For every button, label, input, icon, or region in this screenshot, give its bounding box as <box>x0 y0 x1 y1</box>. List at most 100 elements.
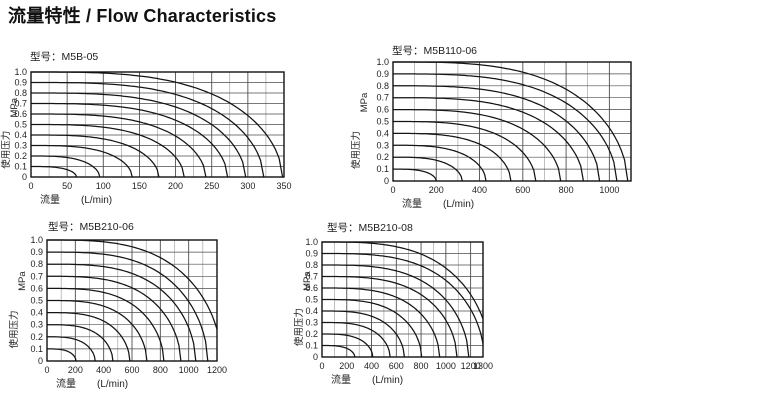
y-tick-label: 0.7 <box>30 271 43 281</box>
flow-curve-0.2-mpa <box>321 333 374 358</box>
x-tick-label: 0 <box>390 185 395 195</box>
y-axis-title: 使用压力 <box>350 131 362 169</box>
y-tick-label: 0 <box>38 356 43 366</box>
y-tick-label: 0.5 <box>376 117 389 127</box>
y-axis-unit-label: MPa <box>17 271 28 291</box>
y-tick-label: 1.0 <box>30 235 43 245</box>
flow-curve-0.1-mpa <box>392 168 437 182</box>
y-tick-label: 0.9 <box>305 249 318 259</box>
flow-curve-0.2-mpa <box>30 155 101 178</box>
y-tick-label: 0.2 <box>376 152 389 162</box>
flow-curve-0.9-mpa <box>46 251 209 362</box>
flow-curve-0.1-mpa <box>46 348 77 362</box>
x-tick-label: 800 <box>559 185 574 195</box>
x-axis-unit-label: (L/min) <box>97 379 128 390</box>
flow-curve-0.5-mpa <box>46 299 148 362</box>
x-tick-label: 200 <box>429 185 444 195</box>
x-tick-label: 100 <box>96 181 111 191</box>
y-tick-label: 0.5 <box>14 120 27 130</box>
x-tick-label: 800 <box>414 361 429 371</box>
y-axis-title: 使用压力 <box>8 311 20 349</box>
x-tick-label: 1000 <box>436 361 456 371</box>
y-tick-label: 0 <box>384 176 389 186</box>
y-axis-title: 使用压力 <box>293 308 305 346</box>
y-tick-label: 0.8 <box>305 260 318 270</box>
y-tick-label: 0.3 <box>14 141 27 151</box>
x-axis-unit-label: (L/min) <box>81 195 112 206</box>
x-tick-label: 1200 <box>207 365 227 375</box>
x-tick-label: 400 <box>364 361 379 371</box>
y-tick-label: 0.2 <box>305 329 318 339</box>
x-tick-label: 200 <box>68 365 83 375</box>
y-tick-label: 0.8 <box>14 88 27 98</box>
flow-curve-0.4-mpa <box>321 310 406 358</box>
x-tick-label: 0 <box>319 361 324 371</box>
x-tick-label: 200 <box>339 361 354 371</box>
flow-curve-0.9-mpa <box>321 252 484 345</box>
y-tick-label: 0.5 <box>305 295 318 305</box>
flow-curve-0.4-mpa <box>30 134 160 178</box>
flow-curve-0.5-mpa <box>30 123 185 178</box>
flow-curve-0.6-mpa <box>321 287 441 358</box>
x-tick-label: 50 <box>62 181 72 191</box>
x-tick-label: 1200 <box>461 361 481 371</box>
x-tick-label: 600 <box>515 185 530 195</box>
y-tick-label: 0.8 <box>30 259 43 269</box>
flow-curve-0.2-mpa <box>392 156 463 182</box>
flow-curve-0.6-mpa <box>46 287 165 362</box>
flow-curve-0.3-mpa <box>392 144 487 182</box>
x-tick-label: 150 <box>132 181 147 191</box>
model-label-m5b-05: 型号：M5B-05 <box>30 51 99 63</box>
flow-curve-0.8-mpa <box>30 92 247 178</box>
flow-curve-1.0-mpa <box>392 61 629 182</box>
x-tick-label: 1000 <box>599 185 619 195</box>
flow-chart-m5b210-08: 1.0 0.90.8 0.70.6 0.50.4 0.30.2 0.100 200 400 60… <box>293 237 493 386</box>
flow-curve-0.7-mpa <box>392 97 585 182</box>
flow-chart-m5b-05: 1.00.90.80.70.60.50.40.30.20.100 50 100 150… <box>0 67 292 206</box>
model-label-m5b210-06: 型号：M5B210-06 <box>48 221 134 233</box>
y-tick-label: 0.3 <box>30 320 43 330</box>
y-tick-label: 0.7 <box>305 272 318 282</box>
flow-curve-0.8-mpa <box>321 264 470 358</box>
y-tick-label: 0.2 <box>30 332 43 342</box>
flow-curve-0.8-mpa <box>392 85 601 182</box>
y-tick-label: 0.5 <box>30 296 43 306</box>
y-tick-label: 1.0 <box>305 237 318 247</box>
y-tick-label: 0.1 <box>305 341 318 351</box>
flow-curve-0.6-mpa <box>30 113 207 178</box>
model-label-m5b110-06: 型号：M5B110-06 <box>392 45 478 57</box>
flow-curve-0.7-mpa <box>46 275 182 362</box>
y-tick-label: 0.3 <box>305 318 318 328</box>
x-tick-label: 250 <box>204 181 219 191</box>
y-tick-label: 0.9 <box>14 78 27 88</box>
y-tick-label: 0.4 <box>14 130 27 140</box>
x-axis-title: 流量 <box>331 373 351 386</box>
y-tick-label: 0.9 <box>376 69 389 79</box>
x-tick-label: 600 <box>124 365 139 375</box>
y-tick-label: 0.6 <box>14 109 27 119</box>
y-tick-label: 0 <box>313 352 318 362</box>
page-title: 流量特性 / Flow Characteristics <box>8 6 277 26</box>
x-tick-label: 300 <box>240 181 255 191</box>
y-tick-label: 0.6 <box>30 283 43 293</box>
x-tick-label: 400 <box>96 365 111 375</box>
y-tick-label: 0.4 <box>305 306 318 316</box>
y-tick-label: 0.1 <box>30 344 43 354</box>
x-tick-label: 0 <box>28 181 33 191</box>
flow-curve-0.7-mpa <box>321 275 458 358</box>
flow-curve-0.9-mpa <box>392 73 618 182</box>
y-axis-unit-label: MPa <box>9 97 20 117</box>
y-axis-unit-label: MPa <box>359 92 370 112</box>
x-tick-label: 350 <box>276 181 291 191</box>
x-tick-label: 1000 <box>179 365 199 375</box>
y-tick-label: 0.9 <box>30 247 43 257</box>
x-axis-unit-label: (L/min) <box>443 199 474 210</box>
flow-chart-m5b110-06: 1.0 0.9 0.8 0.7 0.6 0.50.4 0.3 0.2 0.1 00 200 400 60… <box>350 57 632 210</box>
y-tick-label: 1.0 <box>14 67 27 77</box>
y-tick-label: 0.8 <box>376 81 389 91</box>
x-tick-label: 0 <box>44 365 49 375</box>
flow-curve-1.0-mpa <box>30 71 284 178</box>
flow-curve-0.3-mpa <box>46 324 114 362</box>
y-tick-label: 0.6 <box>305 283 318 293</box>
